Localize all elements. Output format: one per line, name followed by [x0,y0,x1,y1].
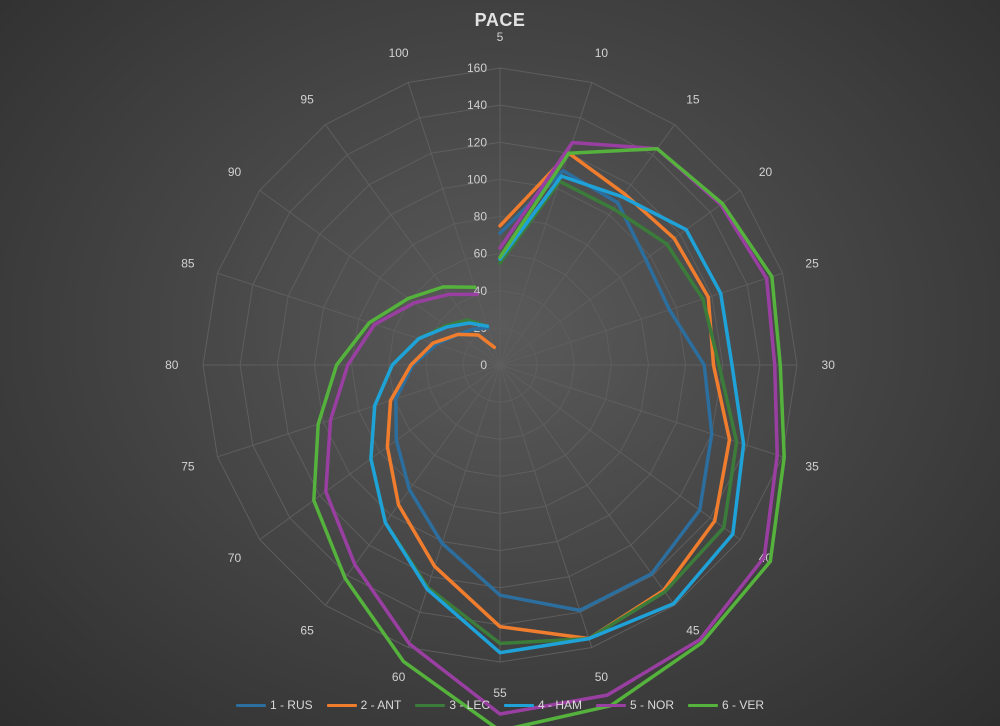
radial-tick-label: 160 [467,61,487,75]
category-label: 5 [497,30,504,44]
category-label: 80 [165,358,179,372]
series-line [324,140,779,716]
legend-swatch [235,703,266,707]
legend-label: 3 - LEC [449,698,490,712]
radar-spoke [499,189,741,366]
radial-tick-label: 140 [467,98,487,112]
series-line [394,169,714,613]
series-line [312,146,786,726]
series-line [369,174,746,655]
chart-title: PACE [474,10,526,30]
category-label: 60 [392,670,406,684]
legend-label: 4 - HAM [538,698,583,712]
radar-spoke [217,364,501,458]
series-line [385,151,732,641]
category-label: 20 [759,165,773,179]
legend-item: 4 - HAM [504,698,582,712]
legend-item: 6 - VER [688,698,764,712]
radial-tick-label: 120 [467,135,487,149]
radar-spoke [407,364,501,648]
radial-tick-label: 100 [467,172,487,186]
category-label: 15 [686,93,700,107]
radar-spoke [217,272,501,366]
category-label: 75 [181,459,195,473]
radial-tick-label: 0 [480,358,487,372]
legend-swatch [326,703,357,707]
category-label: 70 [228,551,242,565]
legend-swatch [688,703,719,707]
legend-item: 5 - NOR [596,698,674,712]
category-label: 45 [686,624,700,638]
radar-spoke [499,364,593,648]
radar-spoke [499,364,676,606]
category-label: 10 [595,46,609,60]
legend-item: 3 - LEC [415,698,490,712]
legend-label: 6 - VER [722,698,765,712]
category-label: 50 [595,670,609,684]
category-label: 25 [805,257,819,271]
radar-spoke [499,124,676,366]
category-label: 55 [493,686,507,700]
legend-swatch [504,703,534,707]
legend-item: 1 - RUS [235,698,313,712]
radar-spoke [499,82,593,366]
legend: 1 - RUS 2 - ANT 3 - LEC 4 - HAM 5 - NOR 6 - V… [0,696,1000,714]
legend-swatch [415,703,446,707]
category-label: 90 [228,165,242,179]
radar-spoke [499,364,741,541]
radar-spoke [499,272,783,366]
legend-label: 5 - NOR [630,698,675,712]
category-label: 100 [389,46,409,60]
radar-spoke [259,364,501,541]
radar-spoke [259,189,501,366]
radial-tick-label: 80 [474,210,488,224]
legend-label: 1 - RUS [269,698,313,712]
category-label: 85 [181,257,195,271]
radial-tick-label: 60 [474,247,488,261]
legend-swatch [596,703,627,707]
category-label: 35 [805,459,819,473]
category-label: 65 [300,624,314,638]
category-label: 95 [300,93,314,107]
legend-item: 2 - ANT [326,698,402,712]
radar-spoke [407,82,501,366]
legend-label: 2 - ANT [360,698,402,712]
category-label: 30 [822,358,836,372]
